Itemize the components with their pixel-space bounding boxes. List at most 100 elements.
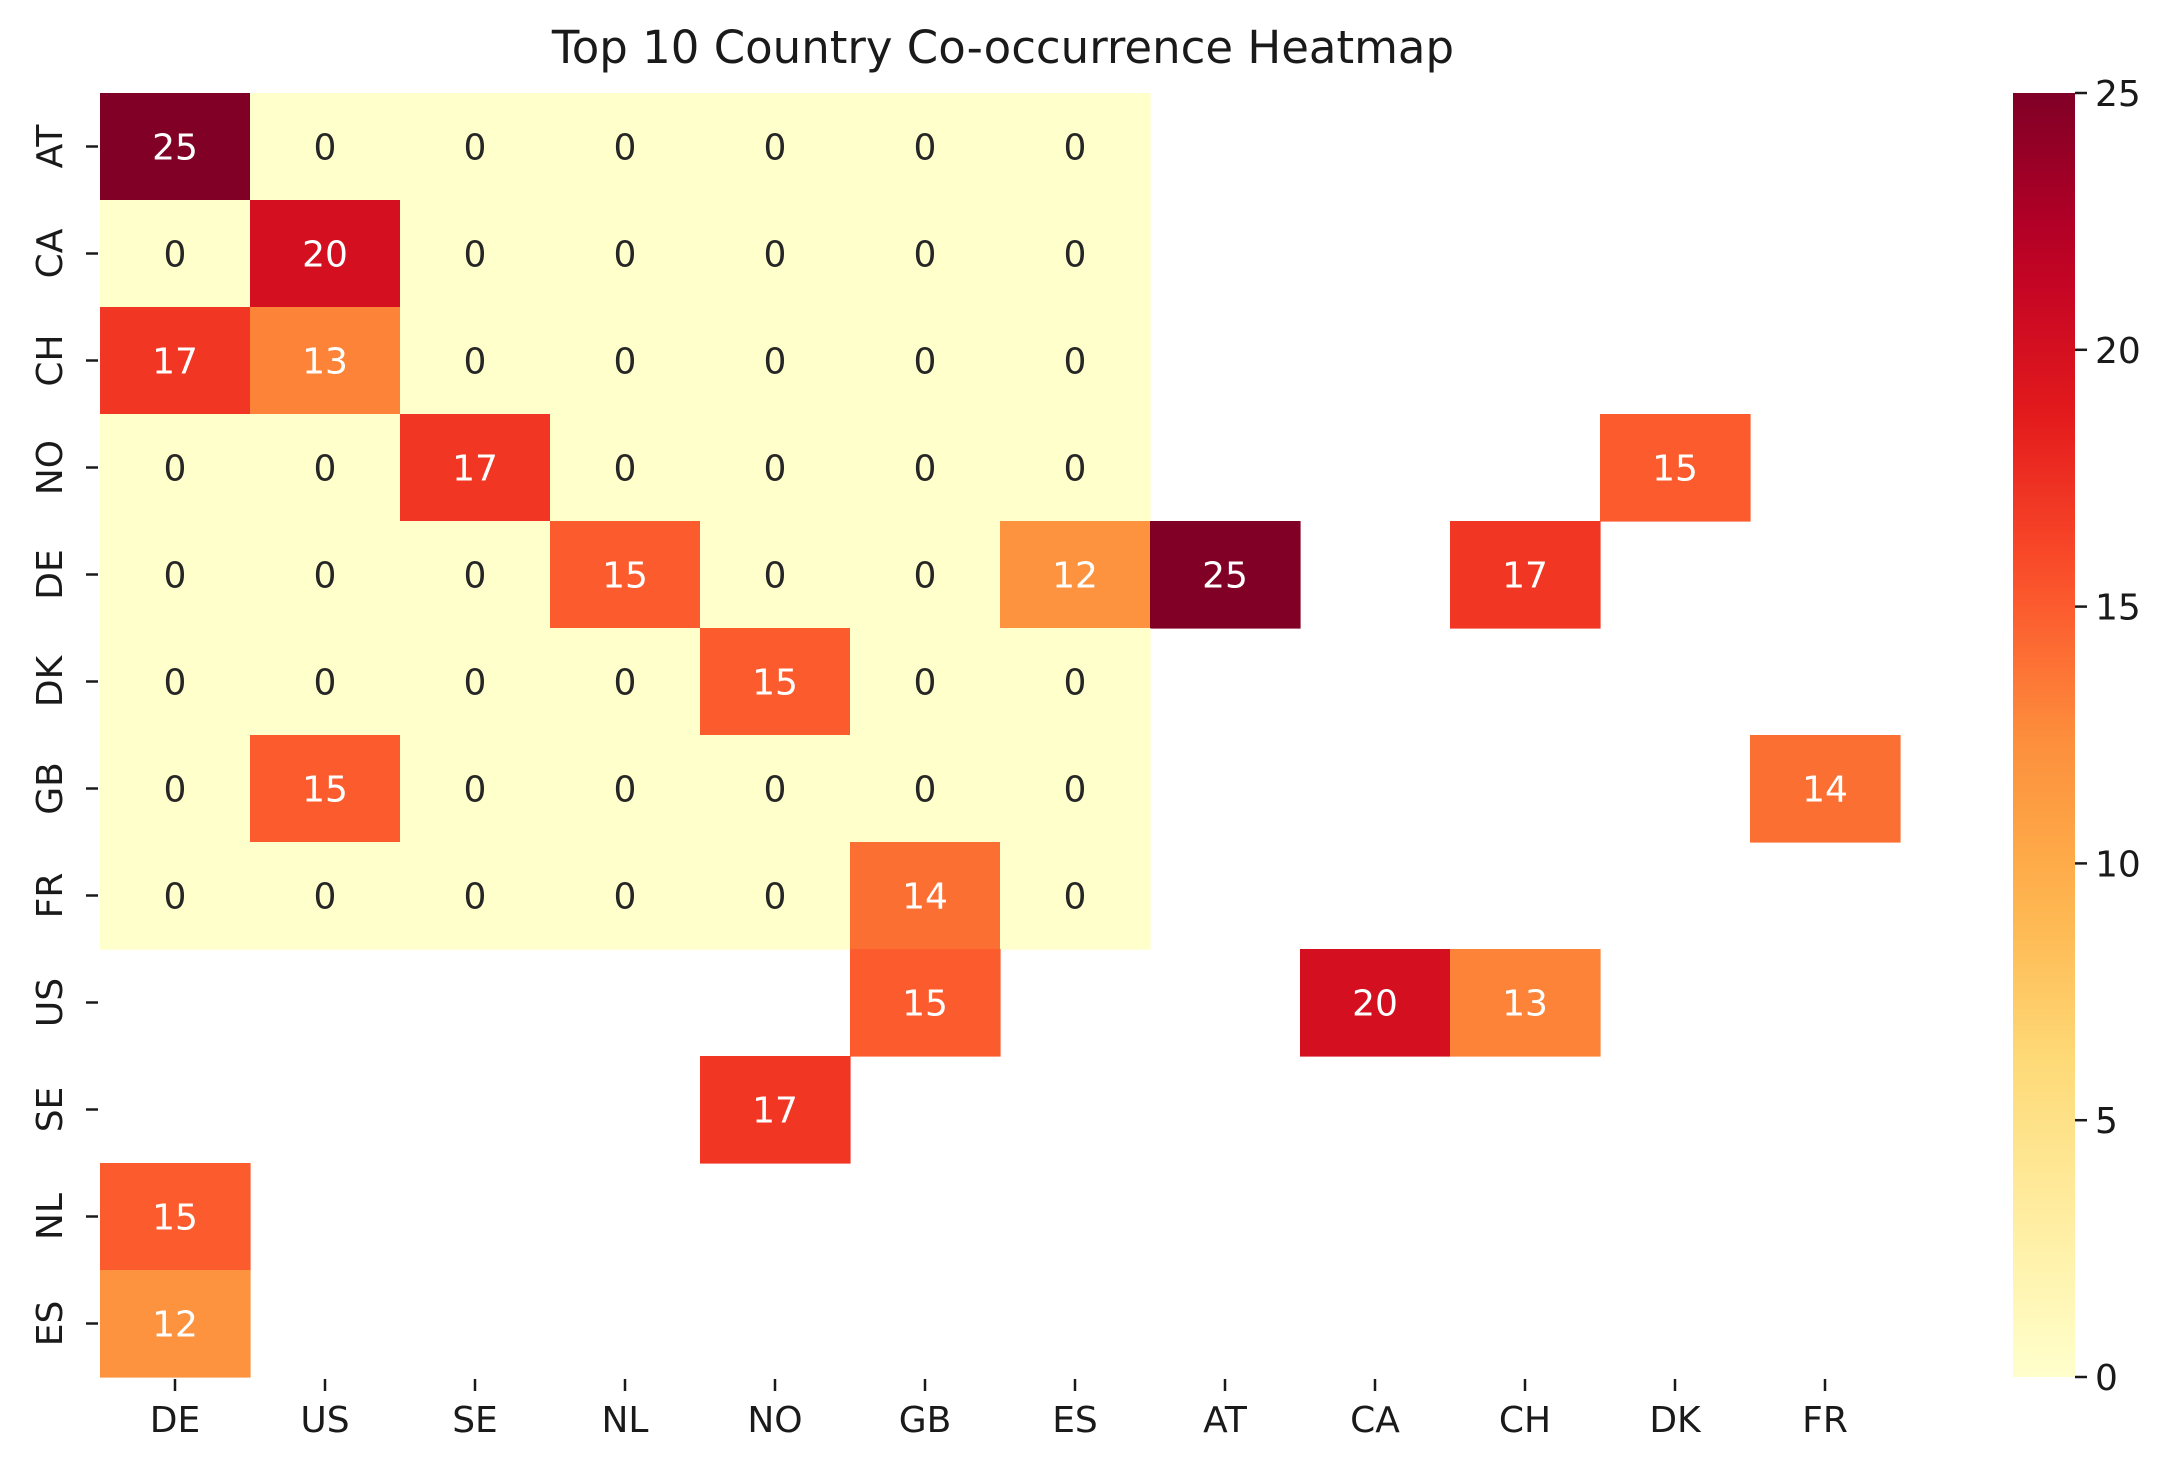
heatmap-cell (400, 521, 551, 629)
heatmap-cell (700, 735, 851, 843)
cell-value-label: 0 (164, 235, 187, 276)
colorbar-tick-label: 5 (2095, 1101, 2118, 1142)
heatmap-cell (100, 842, 251, 950)
cell-value-label: 17 (752, 1091, 798, 1132)
y-tick-label: DE (30, 549, 71, 599)
heatmap-cell (700, 93, 851, 201)
y-tick-label: FR (30, 873, 71, 919)
x-tick-label: CH (1499, 1400, 1551, 1441)
heatmap-cell (1000, 414, 1151, 522)
heatmap-cell (850, 842, 1001, 950)
y-tick-label: NO (30, 440, 71, 495)
heatmap-cell (1000, 628, 1151, 736)
y-tick-label: AT (30, 124, 71, 169)
heatmap-cell (400, 735, 551, 843)
heatmap-cell (250, 93, 401, 201)
x-tick-label: FR (1802, 1400, 1848, 1441)
y-tick-label: DK (30, 654, 71, 707)
cell-value-label: 25 (152, 128, 198, 169)
cell-value-label: 15 (902, 984, 948, 1025)
heatmap-cell (1000, 521, 1151, 629)
colorbar-tick-label: 10 (2095, 844, 2141, 885)
cell-value-label: 13 (1502, 984, 1548, 1025)
heatmap-cell (250, 628, 401, 736)
heatmap-cell (100, 1270, 251, 1378)
heatmap-cell (550, 414, 701, 522)
heatmap-cell (850, 521, 1001, 629)
cell-value-label: 0 (164, 449, 187, 490)
heatmap-cell (100, 307, 251, 415)
cell-value-label: 0 (914, 449, 937, 490)
cell-value-label: 0 (1064, 663, 1087, 704)
x-axis-ticks: DE US SE NL NO GB ES AT CA CH DK FR (150, 1379, 1848, 1441)
heatmap-cell (1750, 735, 1901, 843)
heatmap-cell (550, 735, 701, 843)
cell-value-label: 0 (614, 235, 637, 276)
x-tick-label: DE (150, 1400, 200, 1441)
heatmap-cell (400, 628, 551, 736)
heatmap-cell (400, 842, 551, 950)
heatmap-cell (550, 521, 701, 629)
heatmap-cell (700, 414, 851, 522)
heatmap-cell (100, 521, 251, 629)
heatmap-cell (850, 735, 1001, 843)
heatmap-cell (1000, 842, 1151, 950)
cell-value-label: 0 (164, 556, 187, 597)
y-tick-label: CH (30, 334, 71, 386)
cell-value-label: 15 (152, 1198, 198, 1239)
heatmap-cell (700, 1056, 851, 1164)
cell-value-label: 0 (914, 128, 937, 169)
x-tick-label: GB (899, 1400, 952, 1441)
y-tick-label: SE (30, 1087, 71, 1133)
heatmap-cell (250, 735, 401, 843)
y-tick-label: ES (30, 1301, 71, 1347)
heatmap-cell (100, 628, 251, 736)
cell-value-label: 0 (1064, 235, 1087, 276)
cell-value-label: 0 (464, 877, 487, 918)
cell-value-label: 0 (1064, 770, 1087, 811)
colorbar: 0 5 10 15 20 25 (2013, 74, 2141, 1399)
x-tick-label: SE (452, 1400, 498, 1441)
cell-value-label: 0 (614, 663, 637, 704)
heatmap-cell (250, 414, 401, 522)
heatmap-cell (1000, 200, 1151, 308)
cell-value-label: 0 (164, 770, 187, 811)
cell-value-label: 0 (764, 342, 787, 383)
heatmap-cell (700, 200, 851, 308)
cell-value-label: 20 (302, 235, 348, 276)
heatmap-cell (700, 628, 851, 736)
y-tick-label: CA (30, 228, 71, 278)
colorbar-gradient (2013, 93, 2075, 1377)
cell-value-label: 0 (464, 770, 487, 811)
heatmap-cell (700, 307, 851, 415)
y-axis-ticks: AT CA CH NO DE DK GB FR US SE NL ES (30, 124, 98, 1347)
heatmap-cell (1450, 949, 1601, 1057)
heatmap-cell (250, 200, 401, 308)
heatmap-cell (400, 200, 551, 308)
heatmap-cell (550, 93, 701, 201)
heatmap-cell (550, 628, 701, 736)
x-tick-label: NL (602, 1400, 649, 1441)
cell-value-label: 0 (914, 235, 937, 276)
heatmap-cell (400, 414, 551, 522)
colorbar-tick-label: 15 (2095, 588, 2141, 629)
colorbar-tick-label: 0 (2095, 1358, 2118, 1399)
cell-value-label: 0 (314, 449, 337, 490)
cell-value-label: 14 (902, 877, 948, 918)
heatmap-cell (400, 307, 551, 415)
cell-value-label: 0 (464, 342, 487, 383)
x-tick-label: US (300, 1400, 349, 1441)
heatmap-cell (1150, 521, 1301, 629)
heatmap-cell (100, 93, 251, 201)
cell-value-label: 0 (164, 877, 187, 918)
cell-value-label: 0 (914, 770, 937, 811)
heatmap-cell (700, 842, 851, 950)
heatmap-cell (100, 200, 251, 308)
heatmap-cell (1450, 521, 1601, 629)
heatmap-cell (1600, 414, 1751, 522)
cell-value-label: 17 (152, 342, 198, 383)
cell-value-label: 0 (914, 342, 937, 383)
heatmap-cell (550, 200, 701, 308)
cell-value-label: 0 (1064, 342, 1087, 383)
